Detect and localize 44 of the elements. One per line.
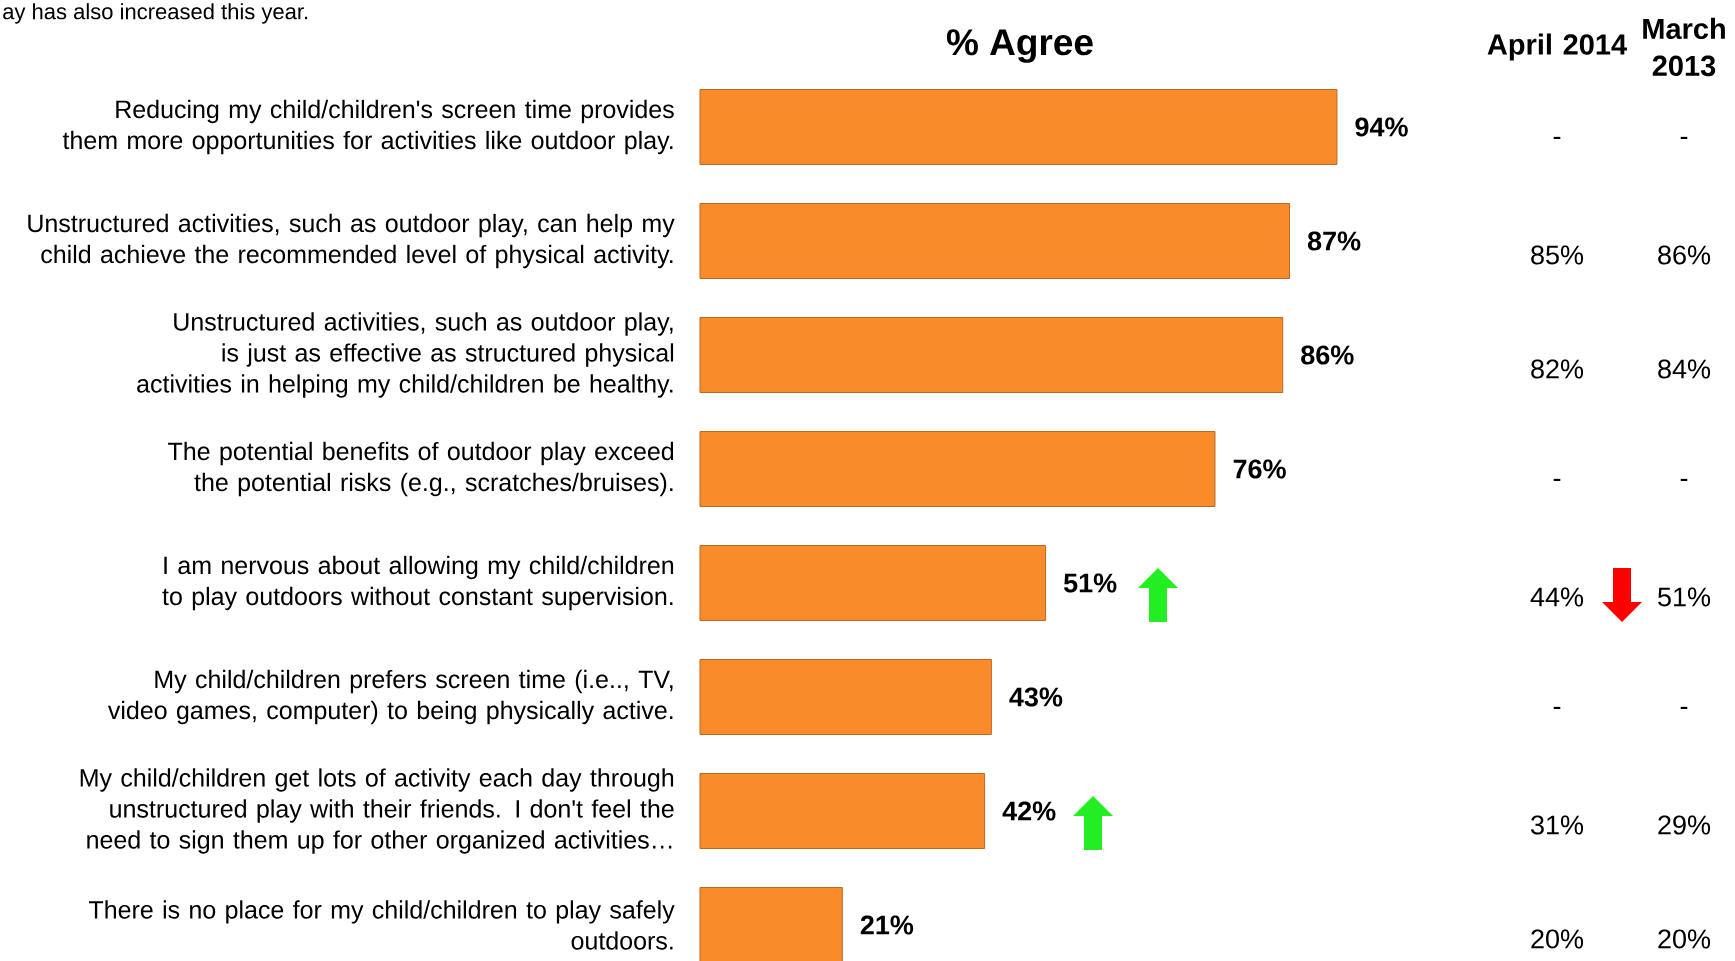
y-tick-label: Unstructured activities, such as outdoor play, can help my child achieve the recommended level of physical activity. [28, 213, 675, 269]
text: 44% [1530, 587, 1584, 607]
bar [699, 887, 843, 961]
chart-title: % Agree [946, 29, 1093, 63]
text: 20% [1531, 929, 1584, 949]
y-tick-label: My child/children prefers screen time (i.e.., TV, video games, computer) to being physically active. [107, 669, 673, 725]
data-label: 21% [860, 915, 914, 935]
bar [699, 545, 1047, 621]
data-label: 43% [1009, 687, 1063, 707]
text: 31% [1531, 815, 1584, 835]
data-label: 51% [1063, 573, 1117, 593]
data-label: 42% [1002, 801, 1056, 821]
y-tick-label: The potential benefits of outdoor play exceed the potential risks (e.g., scratches/bruises). [168, 441, 674, 497]
text: ay has also increased this year. [3, 3, 308, 24]
text: - [1553, 478, 1561, 481]
text: 20% [1658, 929, 1711, 949]
bar [699, 203, 1291, 279]
data-label: 76% [1233, 459, 1286, 479]
y-tick-label: I am nervous about allowing my child/children to play outdoors without constant supervision. [162, 555, 674, 611]
data-label: 87% [1307, 231, 1361, 251]
text: 82% [1531, 359, 1584, 379]
text: - [1553, 136, 1561, 139]
text: 51% [1658, 587, 1711, 607]
text: 86% [1658, 245, 1711, 265]
text: April 2014 [1487, 33, 1627, 61]
y-tick-label: There is no place for my child/children to play safely outdoors. [89, 900, 675, 950]
y-tick-label: My child/children get lots of activity each day through unstructured play with their friends. I don't feel the need to sign them up for other organized activities… [80, 768, 674, 854]
text: - [1680, 706, 1688, 709]
bar [699, 89, 1338, 165]
bar [699, 772, 986, 849]
text: 29% [1658, 815, 1711, 835]
bar [699, 431, 1216, 507]
bar [699, 659, 992, 735]
y-tick-label: Unstructured activities, such as outdoor play, is just as effective as structured physical activities in helping my child/children be healthy. [137, 312, 674, 398]
data-label: 86% [1301, 345, 1354, 365]
data-label: 94% [1355, 117, 1408, 137]
y-tick-label: Reducing my child/children's screen time provides them more opportunities for activities like outdoor play. [62, 99, 674, 155]
text: 85% [1531, 245, 1584, 265]
text: - [1680, 478, 1688, 481]
text: - [1553, 706, 1561, 709]
text: March 2013 [1643, 17, 1725, 77]
text: - [1680, 136, 1688, 139]
bar [699, 317, 1284, 393]
text: 84% [1658, 359, 1711, 379]
